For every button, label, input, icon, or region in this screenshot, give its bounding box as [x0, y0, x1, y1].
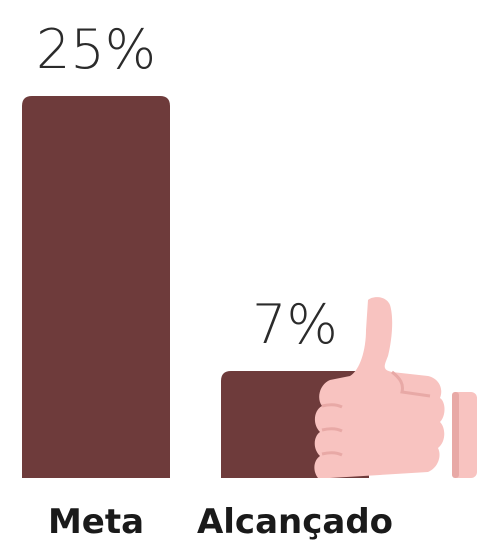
- value-label: 25%: [36, 18, 156, 81]
- thumbs-up-icon: [314, 297, 477, 478]
- category-label: Alcançado: [197, 502, 393, 542]
- thumb-knuckle-line: [321, 427, 343, 433]
- thumb-knuckle-line: [321, 403, 343, 409]
- category-labels-group: Meta Alcançado: [48, 502, 393, 542]
- thumb-cuff-shadow-shape: [452, 392, 459, 478]
- thumb-fist-shape: [314, 297, 445, 478]
- thumb-knuckle-line: [321, 451, 343, 457]
- bar-meta: [22, 96, 170, 478]
- value-labels-group: 25% 7%: [36, 18, 338, 356]
- thumb-crease-shape: [391, 370, 431, 398]
- category-label: Meta: [48, 502, 144, 542]
- value-label: 7%: [252, 293, 338, 356]
